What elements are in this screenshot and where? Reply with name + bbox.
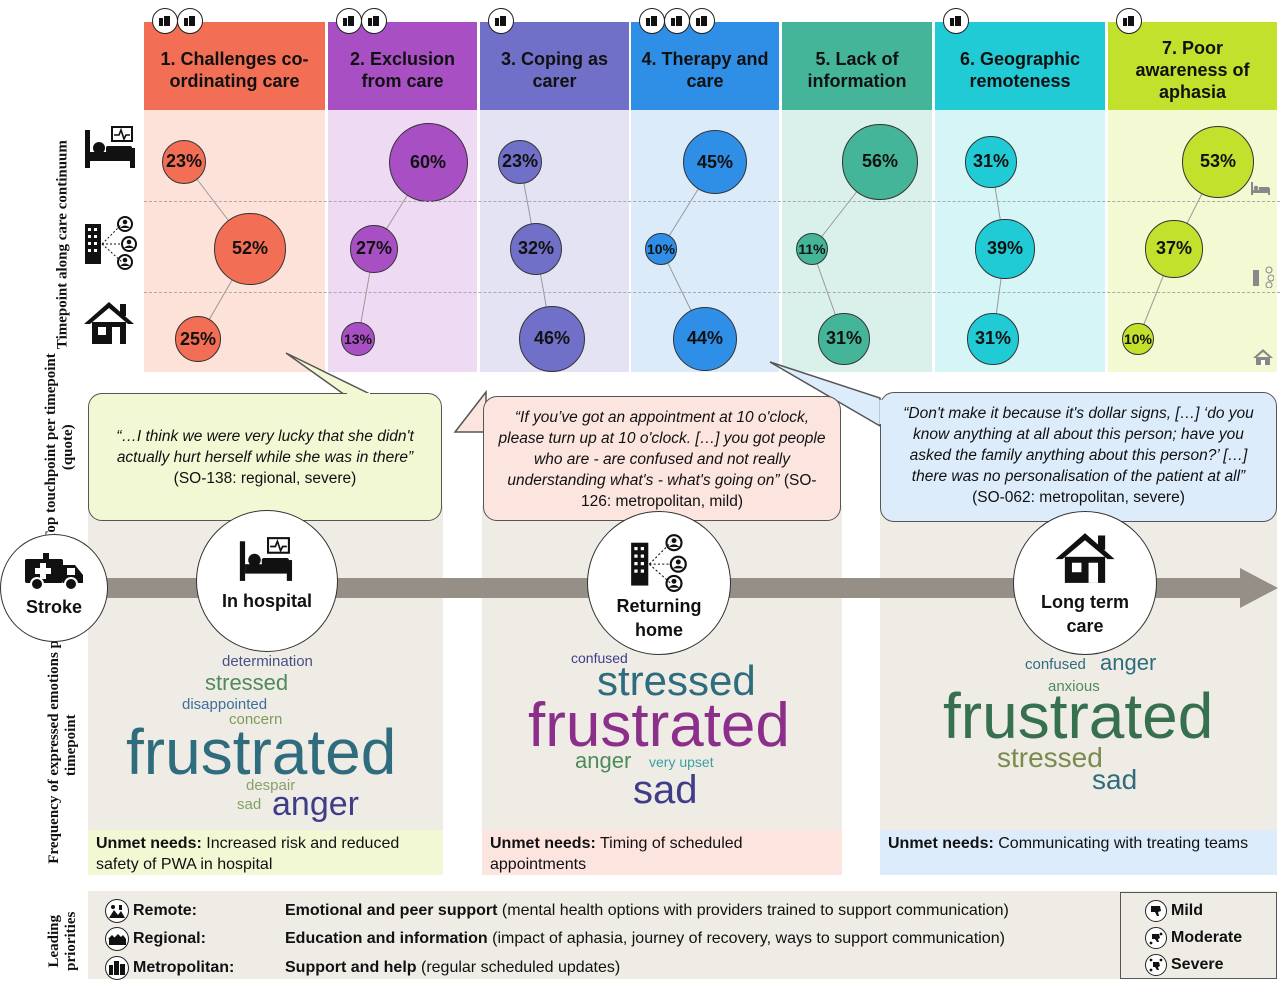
percent-bubble: 23% bbox=[162, 140, 206, 184]
remote-icon bbox=[105, 899, 129, 923]
percent-bubble: 52% bbox=[214, 213, 286, 285]
severity-legend: Mild Moderate Severe bbox=[1120, 892, 1277, 979]
longterm-quote: “Don't make it because it's dollar signs… bbox=[880, 392, 1277, 522]
word-longterm: stressed bbox=[997, 742, 1103, 773]
percent-bubble: 44% bbox=[673, 307, 737, 371]
word-hospital: anger bbox=[272, 785, 359, 823]
timepoint-divider bbox=[144, 201, 1280, 202]
word-hospital: concern bbox=[229, 711, 283, 728]
hospital-bed-icon bbox=[1251, 182, 1270, 195]
word-hospital: disappointed bbox=[182, 696, 268, 713]
theme-header: 3. Coping as carer bbox=[480, 22, 629, 110]
hospital-stage: In hospital bbox=[196, 510, 338, 652]
regional-icon bbox=[105, 927, 129, 951]
theme-header: 7. Poor awareness of aphasia bbox=[1108, 22, 1277, 110]
metropolitan-icon bbox=[105, 956, 129, 980]
house-icon bbox=[1253, 349, 1273, 365]
priority-regional: Regional: Education and information (imp… bbox=[105, 927, 1005, 951]
returning-stage: Returning home bbox=[587, 511, 731, 655]
theme-header: 1. Challenges co-ordinating care bbox=[144, 22, 325, 110]
facility-network-icon bbox=[85, 216, 137, 270]
word-returning: frustrated bbox=[528, 691, 790, 760]
theme-header: 2. Exclusion from care bbox=[328, 22, 477, 110]
longterm-unmet-needs: Unmet needs: Communicating with treating… bbox=[880, 830, 1277, 875]
word-hospital: frustrated bbox=[126, 716, 397, 788]
percent-bubble: 37% bbox=[1145, 220, 1203, 278]
moderate-icon bbox=[361, 8, 387, 34]
word-hospital: sad bbox=[237, 796, 262, 813]
stroke-stage: Stroke bbox=[0, 534, 108, 642]
percent-bubble: 31% bbox=[818, 313, 870, 365]
moderate-icon bbox=[1145, 927, 1167, 949]
remote-icon bbox=[943, 8, 969, 34]
word-longterm: frustrated bbox=[943, 680, 1214, 752]
percent-bubble: 31% bbox=[967, 313, 1019, 365]
word-hospital: despair bbox=[246, 777, 296, 794]
legend-severe: Severe bbox=[1145, 954, 1276, 976]
percent-bubble: 31% bbox=[965, 136, 1017, 188]
theme-header: 5. Lack of information bbox=[782, 22, 932, 110]
ambulance-icon bbox=[25, 553, 83, 591]
percent-bubble: 60% bbox=[388, 122, 468, 202]
word-hospital: determination bbox=[222, 653, 313, 670]
returning-unmet-needs: Unmet needs: Timing of scheduled appoint… bbox=[482, 830, 842, 875]
percent-bubble: 56% bbox=[842, 124, 918, 200]
house-icon bbox=[1055, 533, 1115, 583]
percent-bubble: 11% bbox=[795, 232, 829, 266]
percent-bubble: 10% bbox=[645, 233, 677, 265]
hospital-bed-icon bbox=[239, 537, 293, 581]
moderate-icon bbox=[177, 8, 203, 34]
word-longterm: anger bbox=[1100, 650, 1157, 675]
word-returning: sad bbox=[633, 768, 698, 812]
house-icon bbox=[84, 302, 134, 344]
mild-icon bbox=[1145, 900, 1167, 922]
facility-network-icon bbox=[631, 534, 687, 592]
timepoint-divider bbox=[144, 292, 1280, 293]
legend-moderate: Moderate bbox=[1145, 927, 1276, 949]
regional-icon bbox=[1116, 8, 1142, 34]
returning-quote: “If you’ve got an appointment at 10 o'cl… bbox=[483, 396, 841, 521]
remote-icon bbox=[336, 8, 362, 34]
word-returning: confused bbox=[571, 650, 628, 666]
metropolitan-icon bbox=[639, 8, 665, 34]
word-longterm: confused bbox=[1025, 656, 1086, 673]
priority-metropolitan: Metropolitan: Support and help (regular … bbox=[105, 956, 620, 980]
percent-bubble: 53% bbox=[1181, 125, 1255, 199]
percent-bubble: 23% bbox=[498, 140, 542, 184]
word-longterm: sad bbox=[1092, 764, 1138, 795]
hospital-quote: “…I think we were very lucky that she di… bbox=[88, 393, 442, 521]
hospital-bed-icon bbox=[85, 126, 135, 168]
percent-bubble: 27% bbox=[350, 225, 398, 273]
theme-header: 4. Therapy and care bbox=[631, 22, 779, 110]
word-returning: stressed bbox=[597, 657, 756, 704]
word-hospital: stressed bbox=[205, 670, 289, 695]
hospital-unmet-needs: Unmet needs: Increased risk and reduced … bbox=[88, 830, 443, 875]
moderate-icon bbox=[488, 8, 514, 34]
facility-network-icon bbox=[1253, 266, 1274, 288]
word-returning: anger bbox=[575, 748, 632, 773]
percent-bubble: 13% bbox=[340, 321, 376, 357]
longterm-stage: Long term care bbox=[1013, 511, 1157, 655]
word-longterm: anxious bbox=[1048, 678, 1100, 695]
priorities-panel bbox=[88, 891, 1277, 979]
percent-bubble: 39% bbox=[975, 219, 1035, 279]
percent-bubble: 10% bbox=[1122, 323, 1154, 355]
legend-mild: Mild bbox=[1145, 900, 1276, 922]
word-returning: very upset bbox=[649, 754, 714, 770]
theme-header: 6. Geographic remoteness bbox=[935, 22, 1105, 110]
moderate-icon bbox=[689, 8, 715, 34]
severe-icon bbox=[1145, 954, 1167, 976]
priority-remote: Remote: Emotional and peer support (ment… bbox=[105, 899, 1009, 923]
percent-bubble: 32% bbox=[509, 222, 563, 276]
percent-bubble: 45% bbox=[682, 129, 748, 195]
percent-bubble: 25% bbox=[175, 316, 221, 362]
percent-bubble: 46% bbox=[519, 306, 585, 372]
